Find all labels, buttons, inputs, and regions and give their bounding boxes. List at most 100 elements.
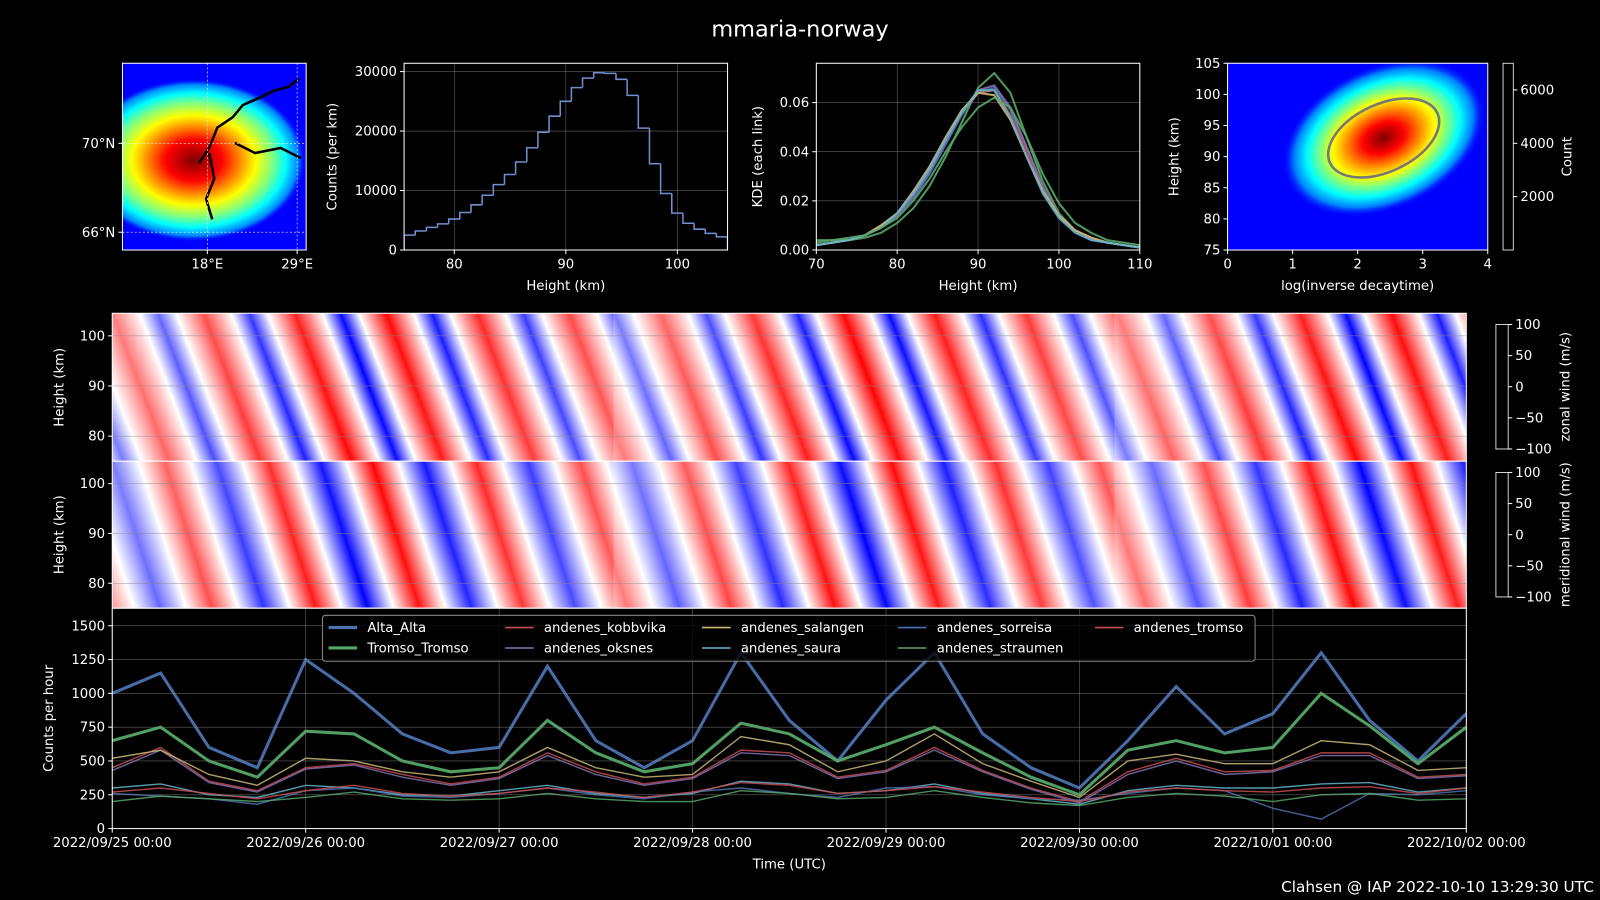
series-line bbox=[112, 746, 1467, 803]
x-tick-label: 70 bbox=[808, 257, 825, 272]
y-axis-label: Height (km) bbox=[1168, 117, 1183, 196]
legend-label: Alta_Alta bbox=[367, 621, 426, 636]
x-tick-label: 2022/09/30 00:00 bbox=[1020, 836, 1139, 851]
colorbar-tick-label: −100 bbox=[1515, 591, 1551, 606]
y-tick-label: 80 bbox=[1204, 212, 1221, 227]
x-tick-label: 2022/10/01 00:00 bbox=[1214, 836, 1333, 851]
colorbar-tick-label: 50 bbox=[1515, 497, 1532, 512]
legend-label: andenes_sorreisa bbox=[937, 621, 1052, 636]
x-tick-label: 3 bbox=[1418, 257, 1426, 272]
legend-label: Tromso_Tromso bbox=[366, 642, 468, 657]
plot-area bbox=[112, 313, 1467, 462]
colorbar-tick-label: 100 bbox=[1515, 466, 1540, 481]
y-axis-label: Height (km) bbox=[52, 495, 67, 574]
y-tick-label: 90 bbox=[88, 380, 105, 395]
x-axis-label: log(inverse decaytime) bbox=[1281, 279, 1434, 294]
y-tick-label: 0 bbox=[97, 822, 105, 837]
y-tick-label: 0.04 bbox=[780, 145, 810, 160]
colorbar bbox=[1495, 472, 1509, 598]
series-line bbox=[112, 691, 1467, 797]
y-axis-label: Counts per hour bbox=[42, 664, 57, 772]
colorbar-label: Count bbox=[1560, 137, 1575, 176]
series-line bbox=[112, 749, 1467, 804]
histogram-bin bbox=[693, 223, 706, 230]
histogram-bin bbox=[637, 95, 650, 129]
y-tick-label: 0 bbox=[389, 244, 397, 259]
histogram-bin bbox=[503, 173, 516, 185]
plot-area bbox=[112, 461, 1467, 609]
wind-field-shade bbox=[112, 461, 1467, 609]
axes-frame bbox=[1227, 62, 1489, 251]
y-tick-label: 85 bbox=[1204, 181, 1221, 196]
y-tick-label: 30000 bbox=[355, 65, 397, 80]
y-tick-label: 10000 bbox=[355, 184, 397, 199]
y-tick-label: 1000 bbox=[71, 687, 105, 702]
axes-frame bbox=[111, 607, 1467, 830]
plot-area bbox=[1227, 63, 1488, 250]
y-tick-label: 100 bbox=[80, 329, 105, 344]
histogram-bin bbox=[581, 77, 594, 88]
legend-label: andenes_tromso bbox=[1134, 621, 1244, 636]
histogram-bin bbox=[481, 194, 494, 205]
histogram-bin bbox=[704, 229, 717, 235]
x-tick-label: 18°E bbox=[191, 257, 223, 272]
y-axis-label: Height (km) bbox=[52, 348, 67, 427]
colorbar-tick-label: 50 bbox=[1515, 349, 1532, 364]
legend-label: andenes_straumen bbox=[937, 642, 1064, 657]
wind-field-shade bbox=[112, 313, 1467, 462]
histogram-bin bbox=[404, 234, 416, 250]
colorbar-tick-label: 100 bbox=[1515, 318, 1540, 333]
histogram-bin bbox=[559, 100, 572, 117]
histogram-bin bbox=[671, 193, 683, 214]
colorbar-label: zonal wind (m/s) bbox=[1558, 332, 1573, 442]
legend-label: andenes_saura bbox=[741, 642, 841, 657]
colorbar-tick-label: 6000 bbox=[1520, 84, 1554, 99]
colorbar-tick-label: −100 bbox=[1515, 443, 1551, 458]
axes-frame bbox=[403, 62, 729, 251]
y-tick-label: 75 bbox=[1204, 244, 1221, 259]
y-tick-label: 105 bbox=[1195, 57, 1220, 72]
colorbar-tick-label: −50 bbox=[1515, 559, 1543, 574]
histogram-bin bbox=[447, 218, 460, 224]
histogram-bin bbox=[537, 131, 550, 148]
colorbar bbox=[1495, 324, 1509, 450]
axes-frame bbox=[121, 62, 307, 251]
series-line bbox=[112, 789, 1467, 807]
x-tick-label: 0 bbox=[1223, 257, 1231, 272]
colorbar-tick-label: −50 bbox=[1515, 411, 1543, 426]
plot-area bbox=[404, 72, 728, 250]
histogram-bin bbox=[414, 230, 427, 236]
series-line bbox=[112, 781, 1467, 803]
histogram-bin bbox=[570, 86, 583, 102]
colorbar-tick-label: 4000 bbox=[1520, 137, 1554, 152]
y-tick-label: 90 bbox=[1204, 150, 1221, 165]
x-tick-label: 90 bbox=[557, 257, 574, 272]
x-tick-label: 2022/09/29 00:00 bbox=[827, 836, 946, 851]
density-field bbox=[1281, 63, 1486, 217]
y-tick-label: 500 bbox=[80, 755, 105, 770]
y-tick-label: 95 bbox=[1204, 119, 1221, 134]
legend-label: andenes_oksnes bbox=[544, 642, 653, 657]
x-tick-label: 1 bbox=[1288, 257, 1296, 272]
x-tick-label: 29°E bbox=[281, 257, 313, 272]
histogram-bin bbox=[592, 72, 605, 79]
page-title: mmaria-norway bbox=[711, 17, 888, 43]
y-tick-label: 100 bbox=[1195, 88, 1220, 103]
x-tick-label: 80 bbox=[889, 257, 906, 272]
histogram-bin bbox=[514, 161, 527, 175]
x-axis-label: Height (km) bbox=[939, 279, 1018, 294]
y-tick-label: 1250 bbox=[71, 653, 105, 668]
histogram-bin bbox=[604, 72, 617, 75]
colorbar-tick-label: 2000 bbox=[1520, 190, 1554, 205]
colorbar-tick-label: 0 bbox=[1515, 380, 1523, 395]
footer: Clahsen @ IAP 2022-10-10 13:29:30 UTC bbox=[1281, 878, 1594, 896]
legend-label: andenes_salangen bbox=[741, 621, 864, 636]
density-field bbox=[122, 78, 307, 242]
histogram-bin bbox=[492, 183, 505, 196]
y-tick-label: 0.00 bbox=[780, 244, 810, 259]
y-axis-label: Counts (per km) bbox=[326, 103, 341, 211]
x-axis-label: Height (km) bbox=[526, 279, 605, 294]
x-tick-label: 100 bbox=[665, 257, 690, 272]
